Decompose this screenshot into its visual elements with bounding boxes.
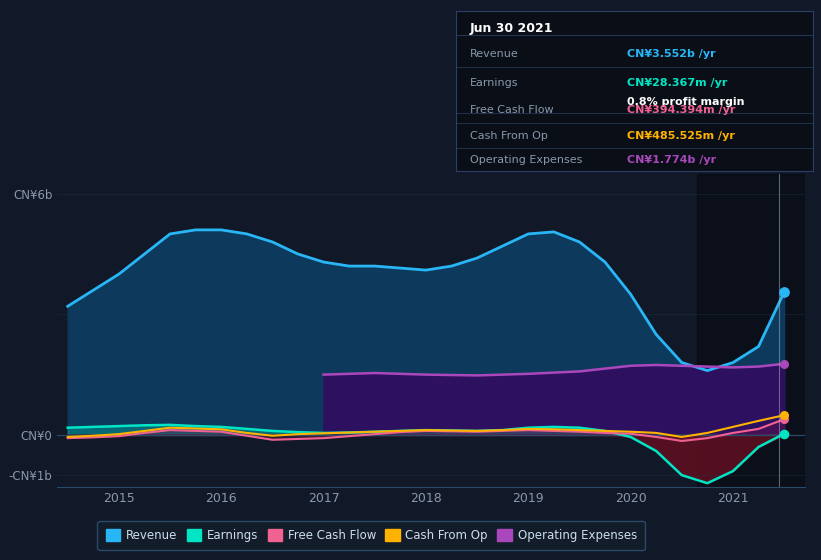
Text: CN¥3.552b /yr: CN¥3.552b /yr [627, 49, 716, 59]
Point [777, 360, 791, 368]
Text: 0.8% profit margin: 0.8% profit margin [627, 97, 745, 107]
Text: Jun 30 2021: Jun 30 2021 [470, 22, 553, 35]
Point [777, 415, 791, 424]
Text: CN¥485.525m /yr: CN¥485.525m /yr [627, 130, 735, 141]
Legend: Revenue, Earnings, Free Cash Flow, Cash From Op, Operating Expenses: Revenue, Earnings, Free Cash Flow, Cash … [98, 521, 645, 550]
Text: CN¥1.774b /yr: CN¥1.774b /yr [627, 155, 716, 165]
Point [777, 430, 791, 438]
Point [777, 410, 791, 419]
Text: Cash From Op: Cash From Op [470, 130, 548, 141]
Text: Operating Expenses: Operating Expenses [470, 155, 582, 165]
Text: Revenue: Revenue [470, 49, 519, 59]
Text: Earnings: Earnings [470, 78, 518, 88]
Text: CN¥28.367m /yr: CN¥28.367m /yr [627, 78, 727, 88]
Text: Free Cash Flow: Free Cash Flow [470, 105, 553, 115]
Text: CN¥394.394m /yr: CN¥394.394m /yr [627, 105, 736, 115]
Bar [697, 174, 821, 487]
Point [777, 288, 791, 297]
